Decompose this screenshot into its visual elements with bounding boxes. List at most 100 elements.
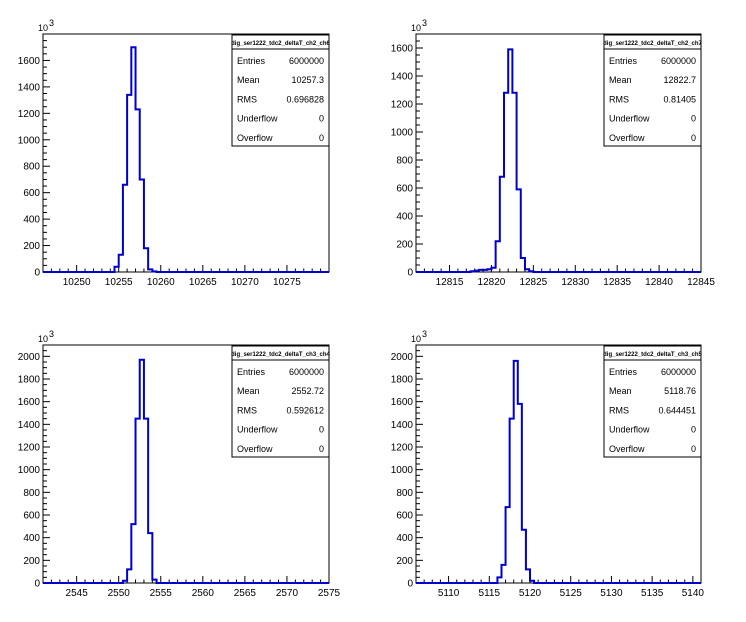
stats-box-title: dig_ser1222_tdc2_deltaT_ch3_ch5 [603, 352, 702, 358]
stats-overflow-label: Overflow [609, 133, 645, 143]
stats-underflow-value: 0 [319, 114, 324, 124]
y-tick-label: 1800 [18, 375, 41, 386]
x-tick-label: 12840 [645, 277, 673, 288]
y-tick-label: 400 [23, 215, 40, 226]
x-tick-label: 5140 [682, 588, 705, 599]
stats-mean-value: 5118.76 [664, 386, 696, 396]
y-tick-label: 0 [34, 268, 40, 279]
y-tick-label: 1600 [391, 44, 414, 55]
stats-box-frame [231, 345, 330, 458]
stats-entries-value: 6000000 [661, 367, 696, 377]
stats-entries-label: Entries [609, 56, 638, 66]
stats-overflow-label: Overflow [609, 444, 645, 454]
x-tick-label: 2555 [150, 588, 173, 599]
x-tick-label: 2575 [318, 588, 341, 599]
histogram-series [416, 48, 701, 273]
y-tick-label: 600 [396, 184, 413, 195]
stats-entries-label: Entries [237, 56, 266, 66]
y-exponent-label: 10 [411, 23, 421, 33]
y-exponent-power: 3 [422, 329, 427, 339]
stats-box: dig_ser1222_tdc2_deltaT_ch3_ch5 Entries 60… [603, 345, 703, 458]
stats-box: dig_ser1222_tdc2_deltaT_ch3_ch4 Entries 60… [231, 345, 331, 458]
x-tick-label: 5115 [479, 588, 501, 599]
x-tick-label: 12845 [687, 277, 715, 288]
x-tick-label: 12820 [478, 277, 506, 288]
stats-box-frame [231, 34, 330, 147]
y-tick-label: 1400 [18, 420, 41, 431]
y-exponent-label: 10 [411, 334, 421, 344]
stats-entries-value: 6000000 [661, 56, 696, 66]
y-tick-label: 1000 [391, 465, 414, 476]
y-tick-label: 200 [23, 241, 40, 252]
stats-overflow-value: 0 [319, 133, 324, 143]
y-tick-label: 600 [396, 511, 413, 522]
stats-mean-value: 10257.3 [291, 75, 324, 85]
y-tick-label: 1400 [18, 82, 41, 93]
y-tick-label: 0 [407, 268, 413, 279]
y-tick-label: 400 [396, 533, 413, 544]
stats-entries-label: Entries [609, 367, 638, 377]
stats-rms-value: 0.592612 [286, 405, 324, 415]
x-tick-label: 5130 [600, 588, 623, 599]
stats-box-frame [603, 34, 702, 147]
stats-underflow-label: Underflow [609, 114, 650, 124]
y-tick-label: 1600 [18, 56, 41, 67]
x-tick-label: 12825 [519, 277, 547, 288]
y-exponent-label: 10 [38, 23, 48, 33]
y-tick-label: 2000 [391, 352, 414, 363]
histogram-panel-3: 0 200 400 600 800 1000 1200 1400 1600 1800 2000 10 3… [18, 329, 341, 599]
y-tick-label: 0 [407, 579, 413, 590]
histogram-series [43, 358, 329, 584]
histogram-series [43, 46, 329, 273]
stats-mean-value: 12822.7 [663, 75, 696, 85]
stats-box-title: dig_ser1222_tdc2_deltaT_ch2_ch7 [603, 41, 702, 47]
y-tick-label: 1200 [391, 443, 414, 454]
stats-rms-value: 0.81405 [663, 94, 696, 104]
x-tick-label: 12830 [561, 277, 589, 288]
stats-underflow-label: Underflow [237, 425, 278, 435]
stats-underflow-value: 0 [319, 425, 324, 435]
stats-overflow-value: 0 [691, 444, 696, 454]
stats-mean-label: Mean [609, 75, 632, 85]
stats-underflow-value: 0 [691, 425, 696, 435]
x-tick-label: 2565 [234, 588, 257, 599]
x-tick-label: 12815 [436, 277, 464, 288]
y-tick-label: 1200 [18, 109, 41, 120]
stats-overflow-value: 0 [319, 444, 324, 454]
y-tick-label: 800 [23, 488, 40, 499]
y-tick-label: 1000 [18, 135, 41, 146]
x-tick-label: 5125 [560, 588, 583, 599]
y-exponent-label: 10 [38, 334, 48, 344]
y-tick-label: 200 [23, 556, 40, 567]
y-tick-label: 200 [396, 240, 413, 251]
histogram-series [416, 359, 701, 584]
stats-box-frame [603, 345, 702, 458]
stats-overflow-label: Overflow [237, 444, 273, 454]
histogram-panel-1: 0 200 400 600 800 1000 1200 1400 1600 10 3 10250 102… [18, 18, 331, 288]
stats-mean-label: Mean [237, 386, 260, 396]
y-exponent-power: 3 [49, 18, 54, 28]
y-tick-label: 1200 [391, 100, 414, 111]
stats-overflow-label: Overflow [237, 133, 273, 143]
x-tick-label: 2570 [276, 588, 299, 599]
stats-box: dig_ser1222_tdc2_deltaT_ch2_ch6 Entries 60… [231, 34, 331, 147]
y-tick-label: 2000 [18, 352, 41, 363]
x-tick-label: 2560 [192, 588, 215, 599]
stats-mean-label: Mean [237, 75, 260, 85]
stats-overflow-value: 0 [691, 133, 696, 143]
y-tick-label: 800 [23, 162, 40, 173]
stats-rms-value: 0.696828 [286, 94, 324, 104]
y-exponent-power: 3 [49, 329, 54, 339]
y-tick-label: 400 [396, 212, 413, 223]
x-tick-label: 5135 [641, 588, 664, 599]
stats-entries-value: 6000000 [289, 367, 324, 377]
x-tick-label: 10255 [105, 277, 133, 288]
y-tick-label: 800 [396, 156, 413, 167]
stats-rms-label: RMS [609, 405, 629, 415]
stats-box: dig_ser1222_tdc2_deltaT_ch2_ch7 Entries 60… [603, 34, 703, 147]
histogram-panel-2: 0 200 400 600 800 1000 1200 1400 1600 10 3 12815 128… [391, 18, 716, 288]
y-tick-label: 600 [23, 188, 40, 199]
y-tick-label: 1000 [391, 128, 414, 139]
y-tick-label: 0 [34, 579, 40, 590]
stats-rms-label: RMS [237, 94, 257, 104]
